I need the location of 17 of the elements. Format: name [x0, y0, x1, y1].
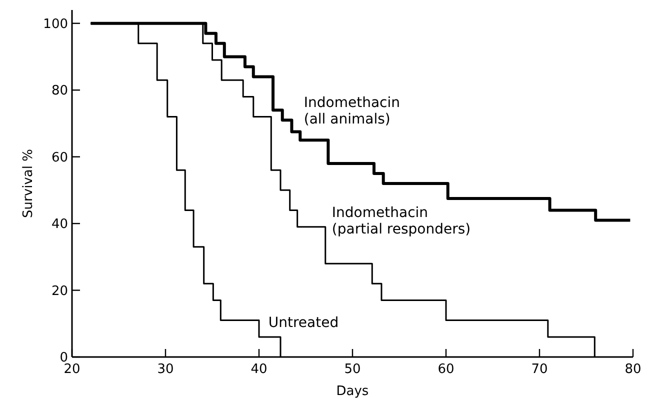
x-axis-title: Days — [336, 384, 369, 399]
x-tick-label: 50 — [344, 362, 361, 377]
x-tick-label: 30 — [157, 362, 174, 377]
y-tick-label: 20 — [51, 284, 68, 299]
series-label: Indomethacin (all animals) — [304, 94, 400, 128]
series-label: Indomethacin (partial responders) — [332, 204, 471, 238]
x-tick-label: 70 — [531, 362, 548, 377]
y-tick-label: 100 — [43, 16, 68, 32]
x-tick-label: 40 — [250, 362, 268, 377]
x-tick-label: 80 — [624, 362, 642, 377]
y-tick-label: 60 — [51, 150, 68, 166]
series-label: Untreated — [268, 314, 339, 331]
y-tick-label: 80 — [51, 84, 68, 99]
x-tick-label: 60 — [438, 362, 454, 377]
y-tick-label: 40 — [51, 217, 68, 232]
y-axis-title: Survival % — [21, 149, 36, 218]
x-tick-label: 20 — [64, 362, 80, 377]
